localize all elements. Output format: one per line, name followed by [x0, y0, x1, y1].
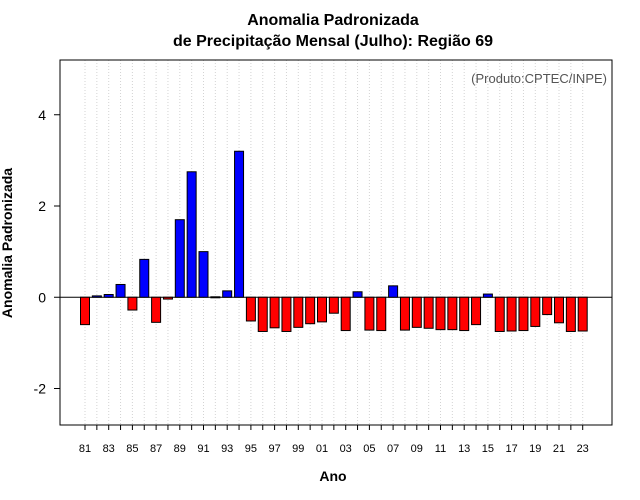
- chart-title: Anomalia Padronizada: [247, 12, 419, 29]
- bar-83: [103, 294, 114, 298]
- x-tick-label: 93: [221, 443, 233, 455]
- x-tick-label: 99: [292, 443, 304, 455]
- bar-95: [245, 296, 256, 322]
- bar-93: [222, 290, 233, 298]
- y-tick-label: 2: [38, 198, 46, 214]
- x-tick-label: 87: [150, 443, 162, 455]
- y-axis-label: Anomalia Padronizada: [0, 168, 15, 318]
- bar-89: [174, 219, 185, 298]
- y-axis: -2 0 2 4: [34, 107, 60, 397]
- y-tick-label: 4: [38, 107, 46, 123]
- bar-90: [186, 171, 197, 298]
- bar-99: [293, 296, 304, 328]
- bar-88: [162, 296, 173, 300]
- bar-17: [506, 296, 517, 332]
- bar-09: [411, 296, 422, 328]
- bar-84: [115, 283, 126, 298]
- bar-23: [577, 296, 588, 332]
- credit-text: (Produto:CPTEC/INPE): [471, 71, 607, 86]
- bar-10: [423, 296, 434, 329]
- bar-97: [269, 296, 280, 329]
- bar-86: [139, 258, 150, 298]
- x-tick-label: 13: [458, 443, 470, 455]
- x-tick-label: 21: [553, 443, 565, 455]
- bar-81: [80, 296, 90, 326]
- bar-14: [471, 296, 482, 326]
- x-tick-label: 89: [174, 443, 186, 455]
- bar-85: [127, 296, 138, 311]
- bar-02: [328, 296, 339, 314]
- y-tick-label: 0: [38, 289, 46, 305]
- y-tick-label: -2: [34, 381, 47, 397]
- x-tick-label: 97: [268, 443, 280, 455]
- x-tick-label: 23: [577, 443, 589, 455]
- bar-03: [340, 296, 351, 332]
- bar-19: [530, 296, 541, 327]
- bar-12: [447, 296, 458, 331]
- x-tick-label: 81: [79, 443, 91, 455]
- bar-18: [518, 296, 529, 332]
- x-tick-label: 95: [245, 443, 257, 455]
- bar-22: [565, 296, 576, 332]
- x-axis-label: Ano: [319, 468, 346, 484]
- bar-82: [91, 295, 102, 298]
- x-tick-label: 01: [316, 443, 328, 455]
- bar-07: [388, 285, 399, 298]
- bar-92: [210, 296, 221, 299]
- bar-87: [151, 296, 162, 323]
- bar-06: [376, 296, 387, 332]
- chart-subtitle: de Precipitação Mensal (Julho): Região 6…: [173, 33, 493, 50]
- x-tick-label: 11: [435, 443, 446, 455]
- bar-11: [435, 296, 446, 331]
- bar-05: [364, 296, 375, 331]
- bar-08: [399, 296, 410, 331]
- bar-96: [257, 296, 268, 332]
- grid-lines: [84, 60, 584, 425]
- x-tick-label: 15: [482, 443, 494, 455]
- plot-frame: [59, 59, 613, 426]
- bar-98: [281, 296, 292, 332]
- bar-13: [459, 296, 470, 332]
- x-tick-label: 19: [529, 443, 541, 455]
- bar-04: [352, 291, 363, 298]
- bar-94: [234, 150, 245, 298]
- bar-15: [482, 293, 493, 298]
- bar-21: [554, 296, 564, 324]
- x-tick-label: 07: [387, 443, 399, 455]
- bar-01: [317, 296, 327, 323]
- x-tick-label: 91: [197, 443, 209, 455]
- bar-20: [542, 296, 553, 316]
- x-tick-label: 85: [126, 443, 138, 455]
- x-tick-label: 03: [340, 443, 352, 455]
- bar-91: [198, 251, 209, 298]
- bar-00: [305, 296, 316, 325]
- bars: [80, 150, 588, 332]
- x-tick-label: 17: [505, 443, 517, 455]
- bar-16: [494, 296, 505, 332]
- x-tick-label: 83: [103, 443, 115, 455]
- x-tick-label: 09: [411, 443, 423, 455]
- x-axis: 81 83 85 87 89 91 93 95 97 99 01 03 05 07 09 11 13 15 17 19…: [79, 425, 589, 455]
- x-tick-label: 05: [363, 443, 375, 455]
